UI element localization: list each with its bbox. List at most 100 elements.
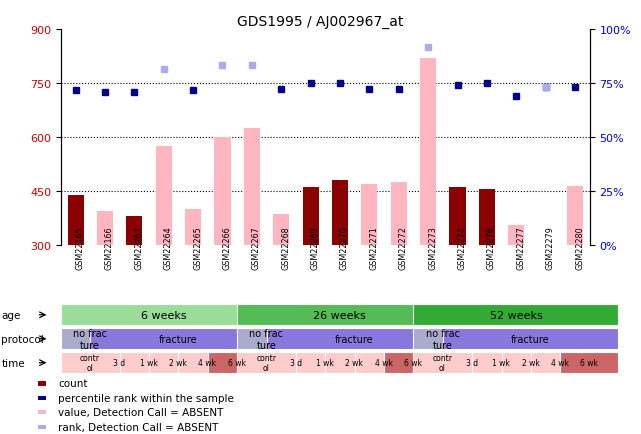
Text: GSM22280: GSM22280 — [575, 226, 584, 269]
Bar — [267, 352, 325, 373]
Text: GSM22265: GSM22265 — [193, 226, 202, 269]
Bar — [326, 352, 383, 373]
Text: GSM22264: GSM22264 — [163, 226, 172, 269]
Text: GSM22276: GSM22276 — [487, 226, 496, 269]
Bar — [479, 190, 495, 245]
Text: 1 wk: 1 wk — [140, 358, 158, 367]
Bar — [38, 381, 47, 386]
Text: 4 wk: 4 wk — [375, 358, 393, 367]
Bar — [178, 352, 237, 373]
Text: GSM22279: GSM22279 — [545, 226, 554, 269]
Text: GDS1995 / AJ002967_at: GDS1995 / AJ002967_at — [237, 15, 404, 29]
Bar — [567, 186, 583, 245]
Bar — [149, 352, 207, 373]
Bar — [296, 352, 354, 373]
Bar — [273, 215, 289, 245]
Text: no frac
ture: no frac ture — [73, 328, 107, 350]
Bar — [237, 329, 296, 349]
Text: 26 weeks: 26 weeks — [313, 310, 366, 320]
Text: fracture: fracture — [512, 334, 550, 344]
Bar — [61, 352, 119, 373]
Text: 3 d: 3 d — [290, 358, 302, 367]
Text: 3 d: 3 d — [466, 358, 478, 367]
Text: 4 wk: 4 wk — [551, 358, 569, 367]
Bar — [472, 352, 530, 373]
Text: GSM22277: GSM22277 — [516, 226, 525, 269]
Text: GSM22270: GSM22270 — [340, 226, 349, 269]
Text: 2 wk: 2 wk — [169, 358, 187, 367]
Bar — [413, 329, 472, 349]
Bar — [156, 147, 172, 245]
Text: 1 wk: 1 wk — [492, 358, 510, 367]
Bar — [501, 352, 560, 373]
Text: 6 wk: 6 wk — [404, 358, 422, 367]
Bar — [560, 352, 619, 373]
Bar — [38, 424, 47, 429]
Bar — [237, 305, 442, 326]
Text: age: age — [1, 310, 21, 320]
Bar — [208, 352, 266, 373]
Text: 2 wk: 2 wk — [522, 358, 540, 367]
Text: 3 d: 3 d — [113, 358, 126, 367]
Bar — [354, 352, 413, 373]
Text: 6 weeks: 6 weeks — [140, 310, 187, 320]
Text: contr
ol: contr ol — [256, 353, 276, 372]
Bar — [413, 305, 619, 326]
Bar — [97, 211, 113, 245]
Text: 4 wk: 4 wk — [199, 358, 217, 367]
Bar — [244, 129, 260, 245]
Bar — [362, 184, 378, 245]
Bar — [67, 195, 84, 245]
Text: time: time — [1, 358, 25, 368]
Bar — [120, 352, 178, 373]
Text: no frac
ture: no frac ture — [426, 328, 460, 350]
Bar — [508, 226, 524, 245]
Bar — [449, 188, 465, 245]
Bar — [413, 352, 472, 373]
Text: 6 wk: 6 wk — [580, 358, 599, 367]
Bar — [443, 329, 619, 349]
Bar — [38, 410, 47, 414]
Text: GSM22166: GSM22166 — [105, 226, 114, 269]
Text: 52 weeks: 52 weeks — [490, 310, 542, 320]
Bar — [531, 352, 589, 373]
Text: GSM22263: GSM22263 — [135, 226, 144, 269]
Bar — [90, 329, 266, 349]
Text: no frac
ture: no frac ture — [249, 328, 283, 350]
Bar — [384, 352, 442, 373]
Bar — [237, 352, 296, 373]
Bar — [126, 217, 142, 245]
Text: contr
ol: contr ol — [433, 353, 453, 372]
Bar — [38, 396, 47, 400]
Text: GSM22267: GSM22267 — [252, 226, 261, 269]
Bar — [267, 329, 442, 349]
Bar — [185, 210, 201, 245]
Text: percentile rank within the sample: percentile rank within the sample — [58, 393, 234, 403]
Bar — [61, 329, 119, 349]
Text: 6 wk: 6 wk — [228, 358, 246, 367]
Text: GSM22268: GSM22268 — [281, 226, 290, 269]
Text: GSM22273: GSM22273 — [428, 226, 437, 269]
Text: rank, Detection Call = ABSENT: rank, Detection Call = ABSENT — [58, 422, 219, 432]
Text: GSM22272: GSM22272 — [399, 226, 408, 269]
Bar — [332, 181, 348, 245]
Bar — [390, 183, 407, 245]
Text: fracture: fracture — [159, 334, 197, 344]
Bar — [303, 188, 319, 245]
Bar — [90, 352, 149, 373]
Text: GSM22266: GSM22266 — [222, 226, 231, 269]
Text: protocol: protocol — [1, 334, 44, 344]
Text: fracture: fracture — [335, 334, 374, 344]
Text: GSM22274: GSM22274 — [458, 226, 467, 269]
Text: GSM22271: GSM22271 — [369, 226, 378, 269]
Text: GSM22165: GSM22165 — [76, 226, 85, 269]
Bar — [61, 305, 266, 326]
Text: GSM22269: GSM22269 — [311, 226, 320, 269]
Text: 1 wk: 1 wk — [316, 358, 334, 367]
Text: value, Detection Call = ABSENT: value, Detection Call = ABSENT — [58, 408, 223, 418]
Bar — [214, 138, 231, 245]
Text: count: count — [58, 378, 88, 388]
Bar — [420, 59, 437, 245]
Bar — [443, 352, 501, 373]
Text: 2 wk: 2 wk — [345, 358, 363, 367]
